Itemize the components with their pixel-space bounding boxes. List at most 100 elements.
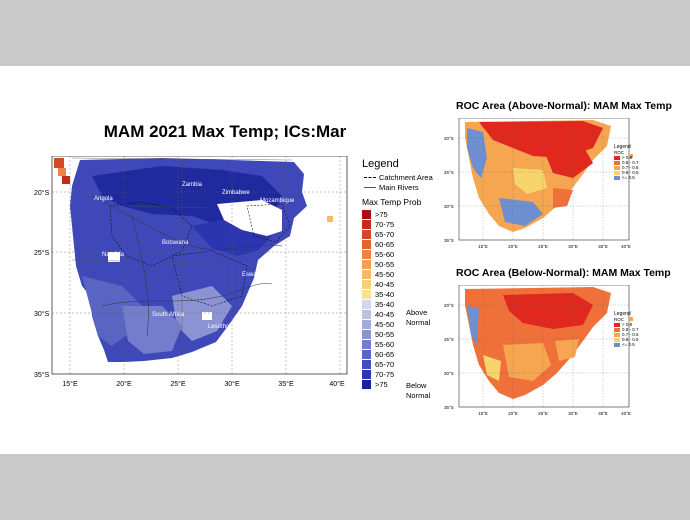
main-forecast-map: Angola Zambia Zimbabwe Namibia Botswana …: [34, 156, 348, 388]
legend-catchment-row: Catchment Area: [362, 172, 457, 182]
legend-prob-title: Max Temp Prob: [362, 197, 422, 207]
roc-below-lon-20e: 20°E: [508, 411, 518, 416]
legend-above-row: >75: [362, 209, 457, 219]
roc-legend-swatch: [614, 337, 620, 342]
legend-below-swatch: [362, 339, 371, 349]
roc-legend-label: <= 0.5: [622, 342, 635, 347]
legend-below-row: 55-60: [362, 339, 457, 349]
legend-below-row: 35-40: [362, 299, 457, 309]
lon-label-35e: 35°E: [278, 380, 294, 388]
legend-below-row: 65-70: [362, 359, 457, 369]
legend-above-label: 70-75: [375, 219, 395, 229]
legend-below-swatch: [362, 349, 371, 359]
legend-above-label: 35-40: [375, 289, 395, 299]
roc-legend-swatch: [614, 342, 620, 347]
roc-legend-row: 0.8 - 0.7: [614, 327, 639, 332]
roc-below-legend-subtitle: ROC: [614, 317, 624, 322]
roc-legend-row: 0.7 - 0.6: [614, 165, 639, 170]
legend-above-swatch: [362, 219, 371, 229]
roc-legend-swatch: [614, 165, 620, 170]
legend-below-label: 65-70: [375, 359, 395, 369]
roc-legend-label: > 0.8: [622, 322, 633, 327]
roc-below-title: ROC Area (Below-Normal): MAM Max Temp: [456, 267, 671, 279]
roc-legend-label: 0.7 - 0.6: [622, 165, 639, 170]
legend-below-swatch: [362, 299, 371, 309]
legend-below-label: 55-60: [375, 339, 395, 349]
roc-below-lon-25e: 25°E: [538, 411, 548, 416]
lon-label-20e: 20°E: [116, 380, 132, 388]
legend-above-swatch: [362, 229, 371, 239]
roc-below-lat-25s: 25°S: [444, 337, 454, 342]
legend-above-label: Above Normal: [406, 308, 430, 328]
legend-below-label: Below Normal: [406, 381, 430, 401]
lat-label-30s: 30°S: [34, 310, 50, 318]
roc-below-lat-30s: 30°S: [444, 371, 454, 376]
legend-above-row: 60-65: [362, 239, 457, 249]
lon-label-30e: 30°E: [224, 380, 240, 388]
roc-legend-label: 0.7 - 0.6: [622, 332, 639, 337]
legend-below-swatch: [362, 329, 371, 339]
legend-below-group: 35-40 40-45 45-50 50-55 55-60 60-65 65-70 70-75…: [362, 299, 457, 389]
legend-below-row: 40-45: [362, 309, 457, 319]
legend-below-row: 70-75: [362, 369, 457, 379]
roc-below-legend-title: Legend: [614, 311, 631, 317]
lon-label-25e: 25°E: [170, 380, 186, 388]
roc-legend-row: > 0.8: [614, 322, 639, 327]
legend-below-label: 40-45: [375, 309, 395, 319]
place-label-lesotho: Lesotho: [208, 324, 230, 330]
roc-above-lat-20s: 20°S: [444, 136, 454, 141]
legend-catchment-label: Catchment Area: [379, 172, 433, 182]
legend-below-swatch: [362, 379, 371, 389]
legend-above-group: >75 70-75 65-70 60-65 55-60 50-55 45-50 40-45 35…: [362, 209, 457, 299]
roc-above-lat-30s: 30°S: [444, 204, 454, 209]
dashed-line-swatch: [364, 176, 376, 178]
roc-above-legend-rows: > 0.8 0.8 - 0.7 0.7 - 0.6 0.6 - 0.5 <= 0.5: [614, 155, 639, 180]
lon-label-40e: 40°E: [329, 380, 345, 388]
legend-above-swatch: [362, 269, 371, 279]
legend-below-swatch: [362, 319, 371, 329]
above-label-line2: Normal: [406, 318, 431, 327]
legend-above-row: 65-70: [362, 229, 457, 239]
legend-above-label: 60-65: [375, 239, 395, 249]
main-map-title: MAM 2021 Max Temp; ICs:Mar: [103, 122, 347, 141]
roc-above-lon-30e: 30°E: [568, 244, 578, 249]
legend-below-label: 50-55: [375, 329, 395, 339]
roc-legend-label: 0.8 - 0.7: [622, 327, 639, 332]
roc-above-lon-20e: 20°E: [508, 244, 518, 249]
legend-below-label: 70-75: [375, 369, 395, 379]
legend-above-row: 35-40: [362, 289, 457, 299]
roc-legend-label: > 0.8: [622, 155, 633, 160]
roc-below-lat-20s: 20°S: [444, 303, 454, 308]
legend-title: Legend: [362, 158, 399, 170]
roc-below-lon-35e: 35°E: [598, 411, 608, 416]
legend-above-swatch: [362, 279, 371, 289]
legend-above-swatch: [362, 209, 371, 219]
roc-legend-swatch: [614, 155, 620, 160]
legend-below-label: 45-50: [375, 319, 395, 329]
main-legend: Legend Catchment Area Main Rivers Max Te…: [362, 158, 457, 400]
roc-below-legend: Legend ROC > 0.8 0.8 - 0.7 0.7 - 0.6 0.6 - …: [614, 312, 639, 347]
roc-legend-swatch: [614, 160, 620, 165]
roc-below-lon-15e: 15°E: [478, 411, 488, 416]
place-label-namibia: Namibia: [102, 252, 125, 258]
legend-below-row: 60-65: [362, 349, 457, 359]
roc-above-lat-25s: 25°S: [444, 170, 454, 175]
roc-legend-row: <= 0.5: [614, 175, 639, 180]
roc-legend-swatch: [614, 322, 620, 327]
above-label-line1: Above: [406, 308, 428, 317]
roc-legend-swatch: [614, 170, 620, 175]
legend-above-label: 65-70: [375, 229, 395, 239]
legend-above-swatch: [362, 239, 371, 249]
roc-legend-swatch: [614, 332, 620, 337]
legend-below-label: 60-65: [375, 349, 395, 359]
legend-below-row: 45-50: [362, 319, 457, 329]
lat-label-20s: 20°S: [34, 189, 50, 197]
legend-above-row: 55-60: [362, 249, 457, 259]
legend-below-row: 50-55: [362, 329, 457, 339]
roc-legend-label: 0.6 - 0.5: [622, 337, 639, 342]
legend-above-swatch: [362, 289, 371, 299]
roc-below-map: 20°S 25°S 30°S 35°S 15°E 20°E 25°E 30°E …: [444, 285, 633, 416]
roc-legend-label: 0.6 - 0.5: [622, 170, 639, 175]
roc-legend-row: <= 0.5: [614, 342, 639, 347]
legend-rivers-row: Main Rivers: [362, 182, 457, 192]
